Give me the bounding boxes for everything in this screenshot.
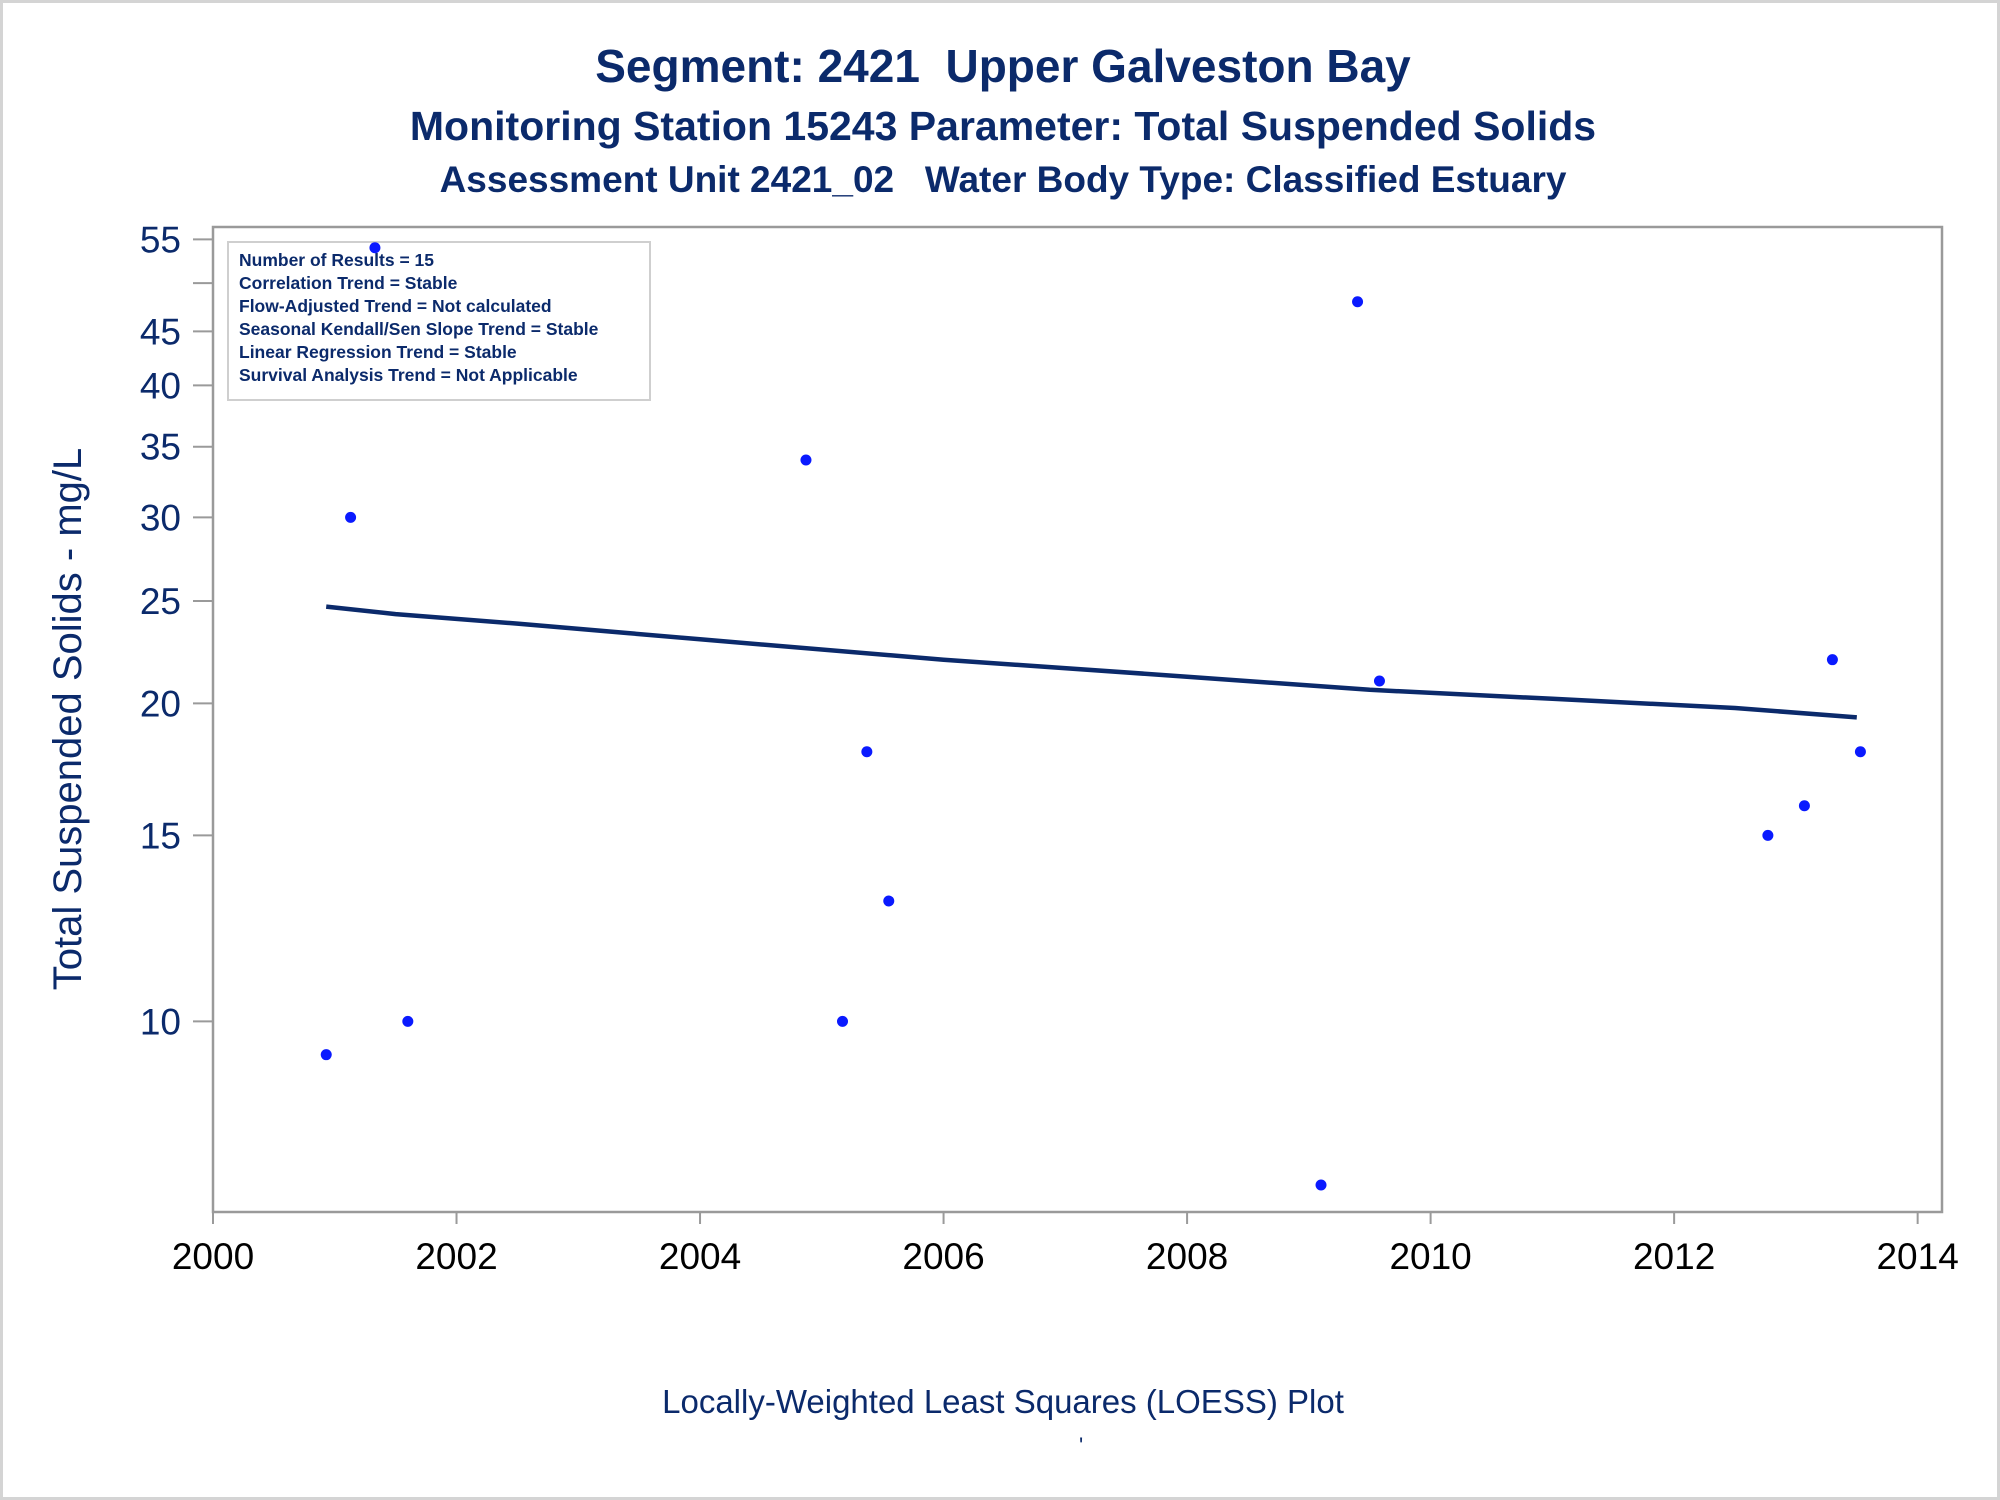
axes: 2000 2002 2004 2006 2008 2010 2012 2014 10 15 20 25…	[140, 219, 1959, 1277]
data-point	[883, 895, 895, 907]
info-box-line: Number of Results = 15	[239, 250, 434, 270]
data-point	[1373, 675, 1385, 687]
y-tick-label: 25	[140, 581, 181, 622]
loess-trend-line-group	[325, 604, 1857, 720]
chart-subtitle-station: Monitoring Station 15243 Parameter: Tota…	[409, 103, 1597, 149]
x-tick-label: 2002	[415, 1236, 497, 1277]
x-tick-label: 2006	[902, 1236, 984, 1277]
x-tick-label: 2008	[1146, 1236, 1228, 1277]
data-point	[861, 746, 873, 758]
y-tick-label: 45	[140, 311, 181, 352]
data-point	[402, 1015, 414, 1027]
y-axis-label: Total Suspended Solids - mg/L	[46, 448, 90, 991]
chart-title: Segment: 2421 Upper Galveston Bay	[595, 40, 1411, 92]
info-box-line: Correlation Trend = Stable	[239, 273, 458, 293]
data-point	[800, 454, 812, 466]
y-tick-label: 55	[140, 219, 181, 260]
y-tick-label: 15	[140, 815, 181, 856]
data-point	[1798, 800, 1810, 812]
data-point	[1315, 1179, 1327, 1191]
x-tick-label: 2012	[1633, 1236, 1715, 1277]
footnote: Locally-Weighted Least Squares (LOESS) P…	[662, 1383, 1344, 1420]
info-box-line: Linear Regression Trend = Stable	[239, 342, 517, 362]
data-point	[320, 1049, 332, 1061]
data-point	[1352, 296, 1364, 308]
scatter-plot: 2000 2002 2004 2006 2008 2010 2012 2014 10 15 20 25…	[46, 219, 1959, 1277]
info-box-line: Flow-Adjusted Trend = Not calculated	[239, 296, 552, 316]
y-tick-label: 35	[140, 427, 181, 468]
data-point	[837, 1015, 849, 1027]
footnote-mark: '	[1079, 1433, 1084, 1458]
y-tick-label: 30	[140, 497, 181, 538]
data-points	[320, 242, 1866, 1191]
y-tick-label: 10	[140, 1001, 181, 1042]
x-tick-label: 2010	[1389, 1236, 1471, 1277]
info-box: Number of Results = 15 Correlation Trend …	[227, 241, 651, 401]
y-tick-label: 20	[140, 683, 181, 724]
data-point	[1854, 746, 1866, 758]
chart-subtitle-assessment-unit: Assessment Unit 2421_02 Water Body Type:…	[439, 159, 1567, 200]
plot-frame	[211, 225, 1944, 1214]
x-tick-label: 2014	[1876, 1236, 1958, 1277]
x-tick-label: 2004	[659, 1236, 741, 1277]
data-point	[369, 242, 381, 254]
info-box-line: Survival Analysis Trend = Not Applicable	[239, 365, 578, 385]
x-tick-label: 2000	[172, 1236, 254, 1277]
info-box-frame	[227, 241, 651, 401]
data-point	[1826, 654, 1838, 666]
data-point	[1762, 829, 1774, 841]
info-box-line: Seasonal Kendall/Sen Slope Trend = Stabl…	[239, 319, 599, 339]
data-point	[345, 511, 357, 523]
loess-trend-line	[325, 604, 1857, 720]
y-tick-label: 40	[140, 365, 181, 406]
